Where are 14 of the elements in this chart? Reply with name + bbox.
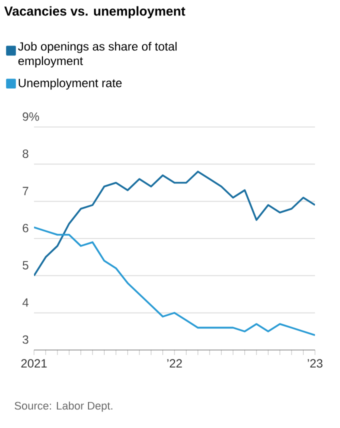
source-note: Source: Labor Dept. [14, 402, 112, 412]
chart-title: Vacancies vs. unemployment [4, 6, 186, 18]
y-tick-label: 5 [22, 261, 28, 270]
y-tick-label: 8 [22, 150, 28, 158]
x-tick-label: 2021 [21, 359, 47, 368]
legend-label: Job openings as share of total employment [18, 42, 177, 68]
y-tick-label: 6 [22, 224, 28, 232]
x-tick-label: ’22 [167, 359, 182, 368]
legend-label: Unemployment rate [18, 78, 122, 90]
y-tick-label: 7 [22, 186, 28, 196]
y-tick-label: 9% [22, 112, 40, 121]
y-tick-label: 4 [22, 298, 28, 307]
y-tick-label: 3 [22, 335, 28, 344]
x-tick-label: ’23 [308, 359, 322, 368]
